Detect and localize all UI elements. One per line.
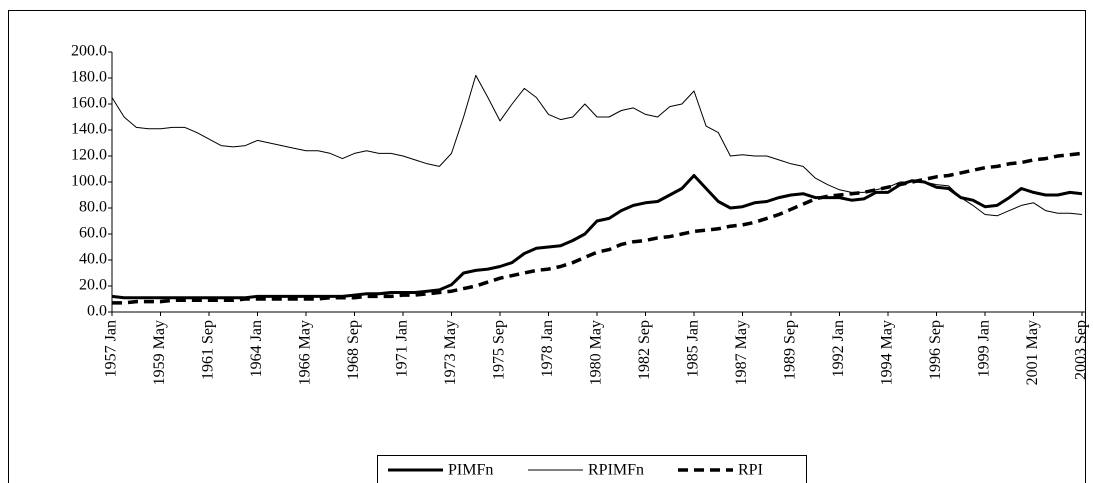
y-tick-label: 100.0 — [71, 173, 107, 190]
x-tick-label: 1992 Jan — [830, 320, 847, 377]
x-tick-label: 1996 Sep — [927, 320, 944, 380]
chart-frame — [8, 10, 1086, 483]
y-tick-label: 180.0 — [71, 69, 107, 86]
x-tick-label: 1999 Jan — [976, 320, 993, 377]
y-tick-label: 20.0 — [79, 277, 107, 294]
legend-label: RPIMFn — [588, 462, 644, 479]
x-tick-label: 1982 Sep — [636, 320, 653, 380]
y-tick-label: 140.0 — [71, 121, 107, 138]
x-tick-label: 1980 May — [588, 320, 605, 385]
y-tick-label: 0.0 — [87, 303, 107, 320]
x-tick-label: 1975 Sep — [491, 320, 508, 380]
x-tick-label: 1987 May — [733, 320, 750, 385]
x-tick-label: 1973 May — [442, 320, 459, 385]
series-line — [111, 174, 1083, 300]
x-tick-label: 1957 Jan — [103, 320, 120, 377]
x-tick-label: 2003 Sep — [1073, 320, 1090, 380]
x-tick-label: 1994 May — [879, 320, 896, 385]
x-tick-label: 1971 Jan — [394, 320, 411, 377]
y-tick-label: 40.0 — [79, 251, 107, 268]
x-tick-label: 1968 Sep — [345, 320, 362, 380]
x-tick-label: 1978 Jan — [539, 320, 556, 377]
y-tick-label: 160.0 — [71, 95, 107, 112]
x-tick-label: 1966 May — [297, 320, 314, 385]
x-tick-label: 1959 May — [151, 320, 168, 385]
series-line — [111, 74, 1083, 217]
x-tick-label: 1989 Sep — [782, 320, 799, 380]
x-tick-label: 1964 Jan — [248, 320, 265, 377]
legend-label: RPI — [738, 462, 763, 479]
legend-box — [377, 455, 807, 483]
y-tick-label: 120.0 — [71, 147, 107, 164]
legend-label: PIMFn — [448, 462, 493, 479]
x-tick-label: 1961 Sep — [200, 320, 217, 380]
y-tick-label: 60.0 — [79, 225, 107, 242]
series-line — [112, 151, 1083, 305]
y-tick-label: 80.0 — [79, 199, 107, 216]
legend: PIMFn RPIMFn RPI — [377, 455, 807, 483]
x-tick-label: 2001 May — [1024, 320, 1041, 385]
y-tick-label: 200.0 — [71, 43, 107, 60]
x-tick-label: 1985 Jan — [685, 320, 702, 377]
